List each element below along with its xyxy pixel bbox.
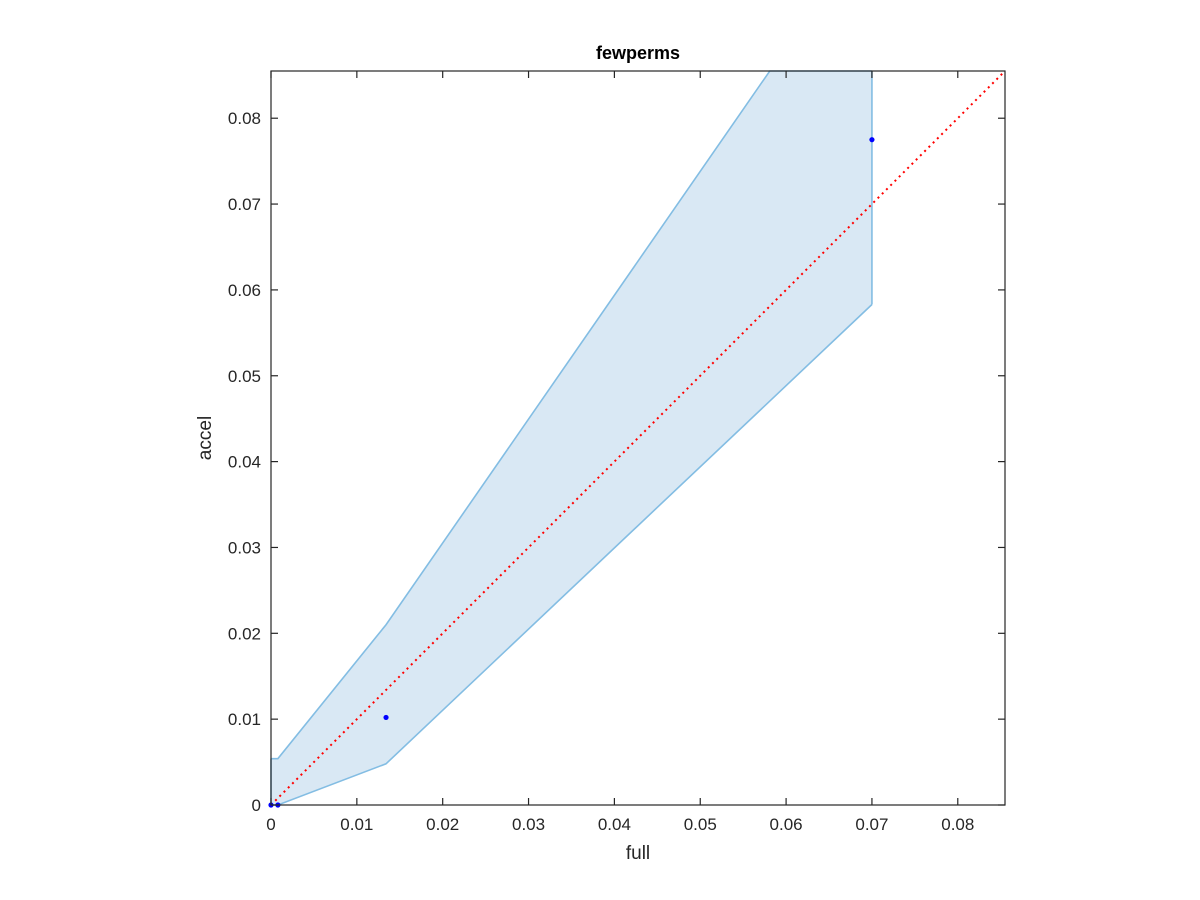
x-tick-label: 0.01 bbox=[340, 815, 373, 834]
x-tick-label: 0 bbox=[266, 815, 275, 834]
x-tick-label: 0.06 bbox=[770, 815, 803, 834]
chart-title: fewperms bbox=[596, 43, 680, 63]
reference-line bbox=[270, 70, 1006, 806]
confidence-band bbox=[271, 71, 872, 805]
x-tick-label: 0.07 bbox=[855, 815, 888, 834]
y-tick-label: 0 bbox=[252, 796, 261, 815]
x-tick-label: 0.05 bbox=[684, 815, 717, 834]
x-axis-label: full bbox=[626, 843, 650, 864]
data-point bbox=[383, 714, 389, 721]
y-tick-label: 0.05 bbox=[228, 367, 261, 386]
x-tick-label: 0.04 bbox=[598, 815, 631, 834]
axes-box bbox=[270, 70, 1006, 806]
data-point bbox=[869, 137, 875, 143]
y-axis-label: accel bbox=[195, 416, 216, 460]
y-tick-label: 0.04 bbox=[228, 453, 261, 472]
x-tick-label: 0.08 bbox=[941, 815, 974, 834]
plot-area: 0 0.01 0.02 0.03 0.04 0.05 0.06 0.07 0.08 0 0.01 0.… bbox=[228, 70, 1006, 834]
x-tick-label: 0.03 bbox=[512, 815, 545, 834]
y-tick-label: 0.02 bbox=[228, 624, 261, 643]
y-tick-label: 0.01 bbox=[228, 710, 261, 729]
y-tick-label: 0.06 bbox=[228, 281, 261, 300]
y-tick-label: 0.07 bbox=[228, 195, 261, 214]
y-tick-label: 0.08 bbox=[228, 109, 261, 128]
x-tick-label: 0.02 bbox=[426, 815, 459, 834]
y-tick-label: 0.03 bbox=[228, 538, 261, 557]
